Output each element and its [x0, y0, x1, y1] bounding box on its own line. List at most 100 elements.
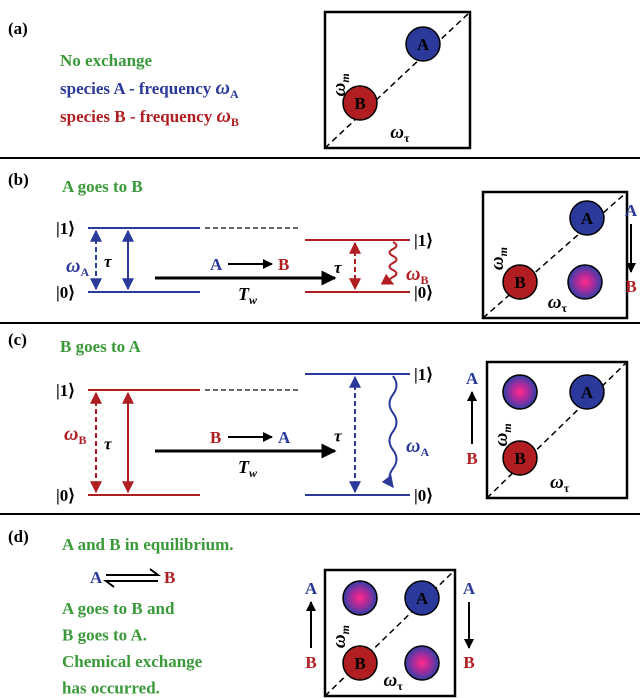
peak — [405, 26, 441, 62]
label: |1⟩ — [56, 381, 75, 400]
symbol: ωm — [487, 247, 510, 270]
symbol-sub: A — [420, 445, 429, 459]
label: A — [278, 428, 291, 447]
symbol-sub: A — [80, 265, 89, 279]
harpoon — [106, 568, 161, 576]
label: (a) — [8, 19, 28, 38]
label: A — [463, 579, 476, 598]
label: A — [90, 568, 103, 587]
peak — [569, 374, 605, 410]
label: A — [581, 209, 594, 228]
symbol: species A - frequency ωA — [60, 77, 239, 101]
label: has occurred. — [62, 679, 160, 698]
label: A — [417, 35, 430, 54]
symbol-sub: m — [496, 247, 510, 256]
label: B — [463, 653, 474, 672]
symbol: ωB — [64, 423, 86, 447]
label: B — [278, 255, 289, 274]
label: A — [305, 579, 318, 598]
harpoon — [103, 580, 158, 588]
symbol: ωB — [406, 263, 428, 287]
peak — [567, 264, 603, 300]
symbol-base: T — [238, 284, 250, 304]
symbol-sub: A — [230, 87, 239, 101]
symbol-base: ω — [491, 432, 512, 446]
symbol-base: ω — [64, 423, 78, 445]
plot-frame — [323, 568, 457, 698]
wavy-arrow — [381, 375, 398, 488]
symbol-sub: B — [231, 115, 239, 129]
label: |1⟩ — [56, 219, 75, 238]
symbol-base: ω — [384, 670, 398, 691]
text: species A - frequency — [60, 79, 216, 98]
symbol: ωτ — [550, 472, 570, 495]
symbol-base: ω — [216, 77, 230, 99]
label: |1⟩ — [414, 365, 433, 384]
label: τ — [104, 435, 112, 454]
peak — [502, 440, 538, 476]
label: τ — [104, 252, 112, 271]
label: (b) — [8, 170, 29, 189]
label: A and B in equilibrium. — [62, 535, 233, 554]
plot-frame — [485, 360, 629, 500]
symbol-sub: m — [500, 423, 514, 432]
label: B — [210, 428, 221, 447]
symbol-sub: w — [249, 293, 258, 307]
symbol-base: ω — [66, 255, 80, 277]
symbol: Tw — [238, 457, 258, 480]
label: B — [305, 653, 316, 672]
wavy-arrow — [380, 241, 398, 285]
label: B goes to A — [60, 337, 141, 356]
symbol: Tw — [238, 284, 258, 307]
symbol: species B - frequency ωB — [60, 105, 239, 129]
symbol: ωA — [406, 435, 429, 459]
label: A — [581, 383, 594, 402]
label: B — [514, 273, 525, 292]
peak — [342, 85, 378, 121]
label: A — [625, 201, 638, 220]
symbol-base: ω — [329, 82, 350, 96]
symbol-base: ω — [550, 472, 564, 493]
symbol-sub: B — [420, 273, 428, 287]
symbol-sub: τ — [564, 481, 570, 495]
symbol-sub: w — [249, 466, 258, 480]
symbol: ωm — [491, 423, 514, 446]
label: |0⟩ — [56, 283, 75, 302]
peak — [404, 580, 440, 616]
peak — [502, 264, 538, 300]
plot-frame — [481, 190, 629, 320]
symbol-base: T — [238, 457, 250, 477]
label: A — [210, 255, 223, 274]
label: |0⟩ — [56, 486, 75, 505]
label: (d) — [8, 527, 29, 546]
symbol-sub: τ — [404, 131, 410, 145]
label: B — [354, 654, 365, 673]
label: |1⟩ — [414, 231, 433, 250]
symbol-base: ω — [487, 256, 508, 270]
symbol: ωτ — [548, 292, 568, 315]
symbol-base: ω — [216, 105, 230, 127]
symbol-sub: B — [78, 433, 86, 447]
diagonal — [486, 361, 628, 499]
label: A goes to B and — [62, 599, 175, 618]
label: A — [466, 369, 479, 388]
symbol-base: ω — [406, 435, 420, 457]
label: A goes to B — [62, 177, 143, 196]
symbol: ωτ — [384, 670, 404, 693]
label: B goes to A. — [62, 626, 147, 645]
symbol: ωτ — [390, 122, 410, 145]
symbol-base: ω — [548, 292, 562, 313]
diagonal — [324, 11, 471, 149]
symbol-base: ω — [390, 122, 404, 143]
diagonal — [482, 191, 628, 319]
label: B — [514, 449, 525, 468]
symbol: ωm — [329, 73, 352, 96]
label: Chemical exchange — [62, 652, 203, 671]
symbol-sub: τ — [562, 301, 568, 315]
symbol-sub: τ — [397, 679, 403, 693]
peak — [569, 200, 605, 236]
label: B — [466, 449, 477, 468]
label: τ — [334, 427, 342, 446]
symbol-sub: m — [338, 73, 352, 82]
label: τ — [334, 258, 342, 277]
